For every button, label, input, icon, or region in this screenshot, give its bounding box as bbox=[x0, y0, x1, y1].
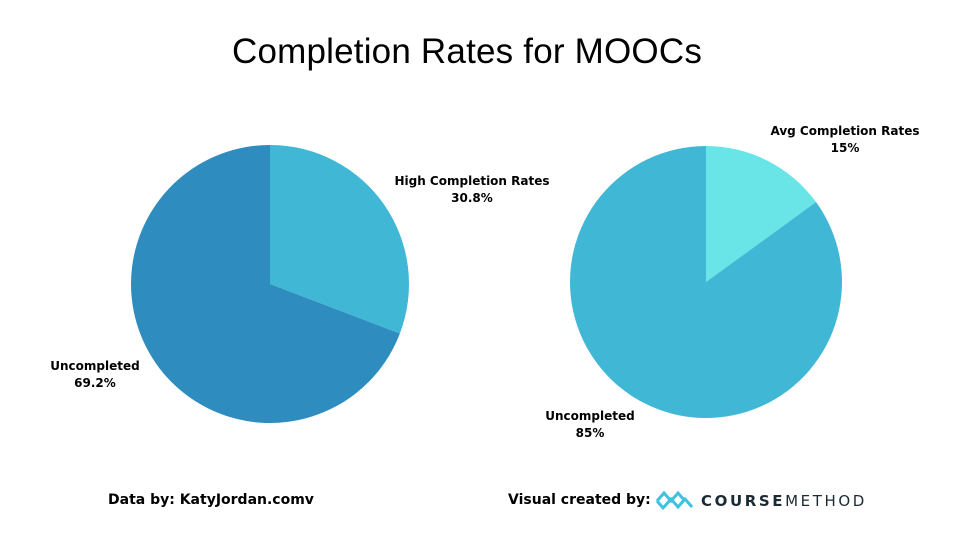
slice-name: High Completion Rates bbox=[394, 174, 550, 188]
slice-name: Uncompleted bbox=[545, 409, 635, 423]
pie-slice-uncompleted bbox=[131, 145, 400, 423]
coursemethod-logo-icon bbox=[655, 490, 694, 510]
pie-chart-high-completion bbox=[131, 145, 409, 423]
pie-slice-high-completion-rates bbox=[270, 145, 409, 334]
slice-value: 69.2% bbox=[74, 376, 116, 390]
data-source-text: Data by: KatyJordan.comv bbox=[108, 492, 314, 508]
slice-label-avg-completion: Avg Completion Rates 15% bbox=[765, 123, 925, 157]
slice-name: Avg Completion Rates bbox=[770, 124, 920, 138]
logo-wordmark: COURSEMETHOD bbox=[701, 492, 867, 510]
pie-slice-avg-completion-rates bbox=[706, 146, 817, 282]
logo-word-light: METHOD bbox=[785, 492, 867, 510]
slice-value: 85% bbox=[575, 426, 605, 440]
coursemethod-logo[interactable]: COURSEMETHOD bbox=[655, 486, 867, 516]
pie-slice-uncompleted bbox=[570, 146, 842, 418]
slice-name: Uncompleted bbox=[50, 359, 140, 373]
chart-title: Completion Rates for MOOCs bbox=[231, 32, 703, 71]
pie-chart-avg-completion bbox=[570, 146, 842, 418]
logo-word-bold: COURSE bbox=[701, 492, 786, 510]
slice-value: 30.8% bbox=[451, 191, 493, 205]
slice-label-uncompleted-left: Uncompleted 69.2% bbox=[30, 358, 160, 392]
slice-value: 15% bbox=[830, 141, 860, 155]
slice-label-high-completion: High Completion Rates 30.8% bbox=[390, 173, 554, 207]
slice-label-uncompleted-right: Uncompleted 85% bbox=[530, 408, 650, 442]
visual-credit-text: Visual created by: bbox=[508, 492, 651, 508]
